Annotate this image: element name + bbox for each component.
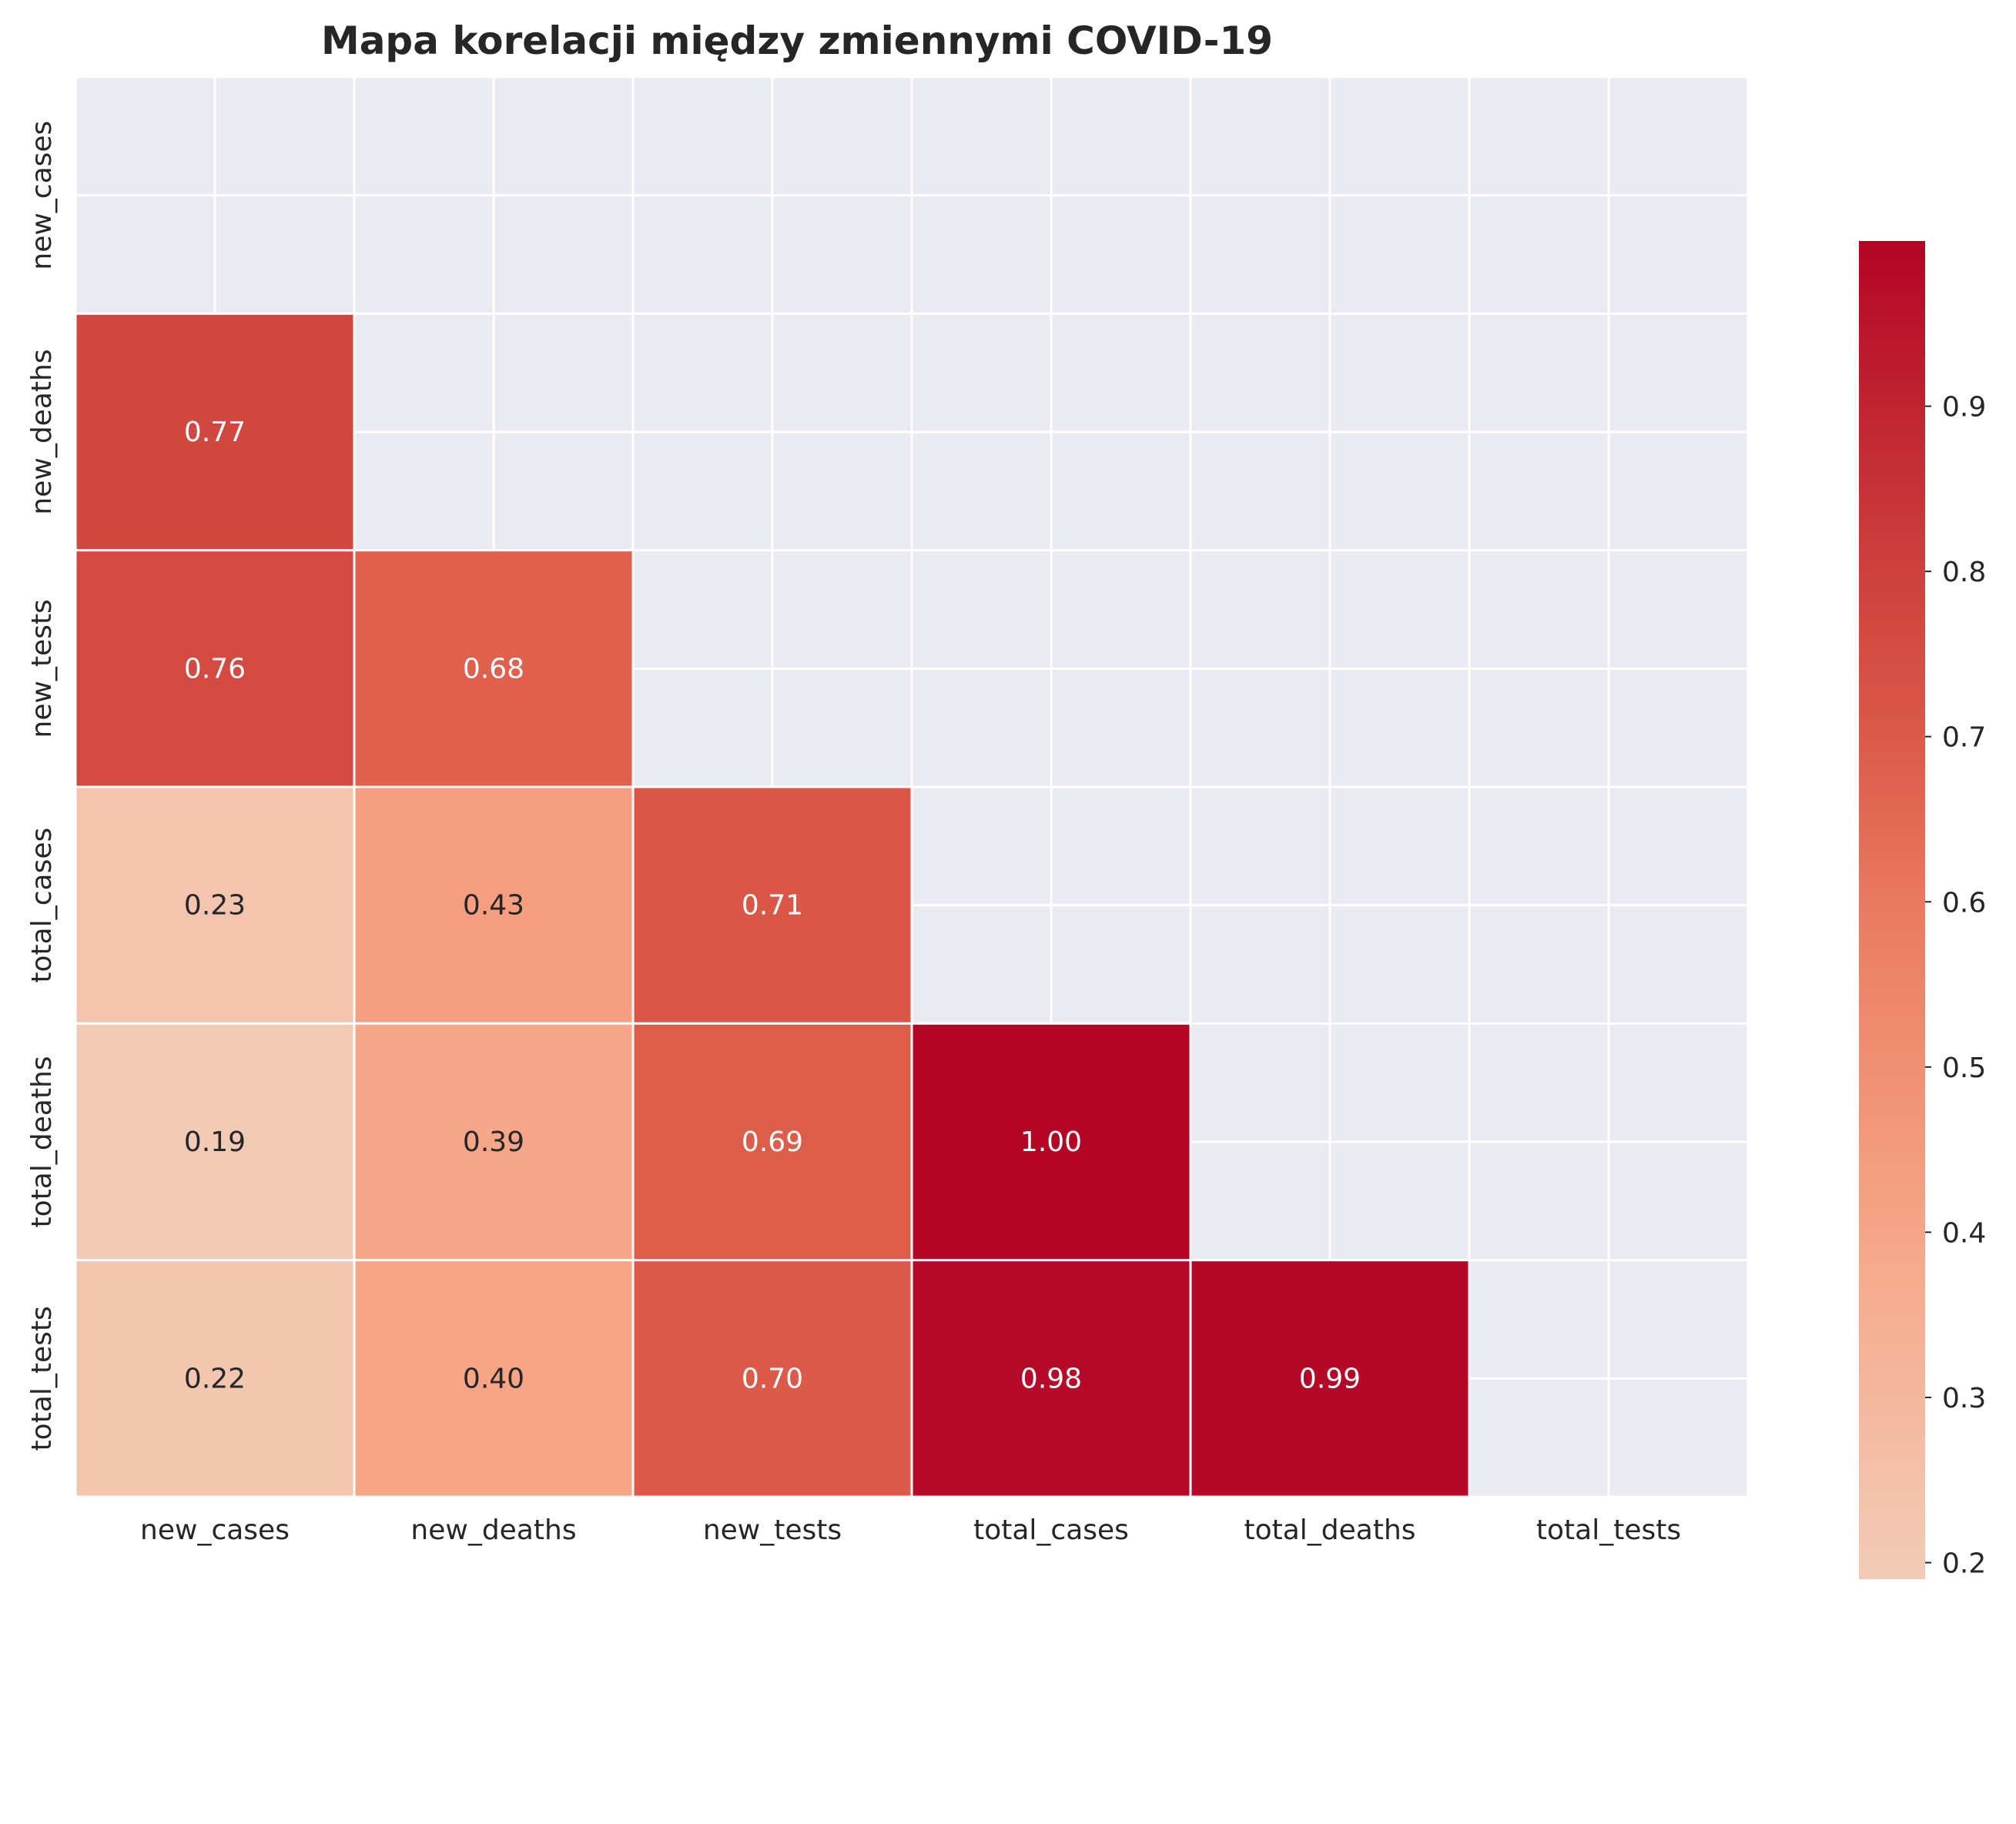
cell-value-label: 0.39 [463,1126,524,1158]
heatmap-cell [74,1022,356,1262]
cell-value-label: 0.76 [184,653,246,684]
heatmap-cell [910,1259,1192,1498]
colorbar-tick-label: 0.9 [1942,392,1986,423]
y-tick-label: total_cases [26,828,58,983]
cell-value-label: 1.00 [1020,1126,1082,1158]
x-tick-label: new_deaths [410,1514,576,1546]
heatmap-cell [353,1022,635,1262]
cell-value-label: 0.71 [742,890,803,922]
cell-value-labels: 0.77 0.76 0.68 0.23 0.43 0.71 0.19 0.39 0.69 1.00… [184,417,1361,1394]
heatmap-cell [631,1022,913,1262]
cell-value-label: 0.98 [1020,1363,1082,1394]
heatmap-cell [1189,1259,1471,1498]
colorbar-tick-label: 0.4 [1942,1217,1986,1249]
x-axis-tick-labels: new_cases new_deaths new_tests total_cases t… [140,1514,1681,1546]
cell-value-label: 0.43 [463,890,524,922]
colorbar-tick-label: 0.3 [1942,1383,1986,1414]
cell-value-label: 0.77 [184,417,246,448]
y-tick-label: new_tests [26,599,58,738]
colorbar-tick-label: 0.8 [1942,557,1986,588]
cell-value-label: 0.69 [742,1126,803,1158]
x-tick-label: new_cases [140,1514,290,1546]
y-tick-label: total_tests [26,1306,58,1451]
heatmap-cell [74,785,356,1025]
heatmap-cell [74,1259,356,1498]
y-axis-tick-labels: new_cases new_deaths new_tests total_casest… [26,121,58,1451]
colorbar-tick-label: 0.5 [1942,1053,1986,1084]
x-tick-label: total_deaths [1244,1514,1415,1546]
colorbar-tick-label: 0.7 [1942,722,1986,754]
heatmap-cell [353,1259,635,1498]
colorbar-tick-labels: 0.2 0.3 0.4 0.5 0.6 0.7 0.8 0.9 [1925,392,1986,1580]
cell-value-label: 0.99 [1299,1363,1361,1394]
heatmap-cell [74,312,356,552]
heatmap-cell [74,549,356,788]
x-tick-label: new_tests [703,1514,842,1546]
cell-value-label: 0.22 [184,1363,246,1394]
heatmap-cells [74,312,1471,1498]
heatmap-cell [353,549,635,788]
cell-value-label: 0.40 [463,1363,524,1394]
chart-title: Mapa korelacji między zmiennymi COVID-19 [321,18,1273,63]
x-tick-label: total_cases [973,1514,1129,1546]
cell-value-label: 0.23 [184,890,246,922]
y-tick-label: total_deaths [26,1056,58,1227]
y-tick-label: new_cases [26,121,58,270]
colorbar [1859,241,1925,1579]
colorbar-tick-label: 0.2 [1942,1548,1986,1580]
heatmap-cell [631,1259,913,1498]
colorbar-tick-label: 0.6 [1942,887,1986,919]
cell-value-label: 0.68 [463,653,524,684]
x-tick-label: total_tests [1536,1514,1681,1546]
cell-value-label: 0.19 [184,1126,246,1158]
y-tick-label: new_deaths [26,349,58,514]
heatmap-cell [910,1022,1192,1262]
cell-value-label: 0.70 [742,1363,803,1394]
heatmap-cell [631,785,913,1025]
